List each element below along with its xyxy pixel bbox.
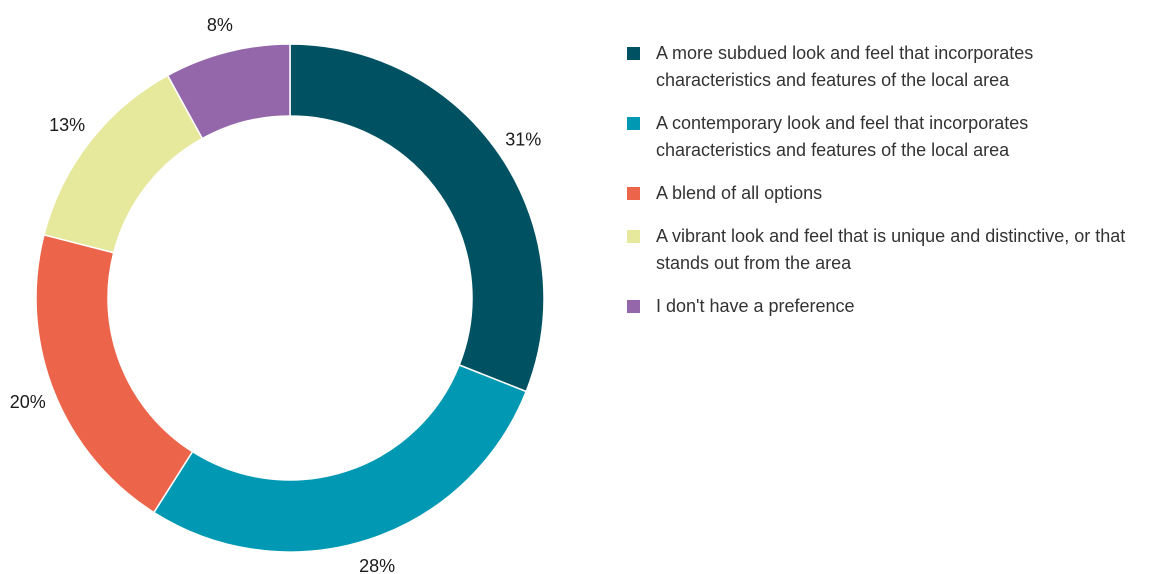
slice-value-label-3: 20% bbox=[10, 392, 46, 412]
donut-slice-1 bbox=[289, 43, 545, 393]
donut-chart: 31% 28% 20% 13% 8% bbox=[10, 15, 545, 574]
legend-label: A more subdued look and feel that incorp… bbox=[656, 43, 1034, 90]
legend-item-2: A contemporary look and feel that incorp… bbox=[627, 110, 1147, 164]
donut-slice-5 bbox=[166, 43, 291, 140]
chart-legend: A more subdued look and feel that incorp… bbox=[627, 40, 1147, 336]
legend-label: I don't have a preference bbox=[656, 296, 855, 316]
donut-slices bbox=[35, 43, 545, 553]
legend-label: A contemporary look and feel that incorp… bbox=[656, 113, 1029, 160]
legend-label: A vibrant look and feel that is unique a… bbox=[656, 226, 1126, 273]
donut-slice-4 bbox=[43, 74, 204, 254]
donut-slice-3 bbox=[35, 233, 194, 514]
legend-item-1: A more subdued look and feel that incorp… bbox=[627, 40, 1147, 94]
donut-slice-2 bbox=[152, 364, 528, 553]
legend-swatch bbox=[627, 47, 640, 60]
slice-value-label-5: 8% bbox=[207, 15, 233, 35]
legend-item-3: A blend of all options bbox=[627, 180, 1147, 207]
legend-swatch bbox=[627, 230, 640, 243]
slice-value-labels: 31% 28% 20% 13% 8% bbox=[10, 15, 541, 574]
slice-value-label-2: 28% bbox=[359, 556, 395, 574]
legend-item-5: I don't have a preference bbox=[627, 293, 1147, 320]
slice-value-label-4: 13% bbox=[49, 115, 85, 135]
legend-swatch bbox=[627, 187, 640, 200]
slice-value-label-1: 31% bbox=[505, 129, 541, 149]
legend-item-4: A vibrant look and feel that is unique a… bbox=[627, 223, 1147, 277]
legend-label: A blend of all options bbox=[656, 183, 823, 203]
legend-swatch bbox=[627, 300, 640, 313]
legend-swatch bbox=[627, 117, 640, 130]
